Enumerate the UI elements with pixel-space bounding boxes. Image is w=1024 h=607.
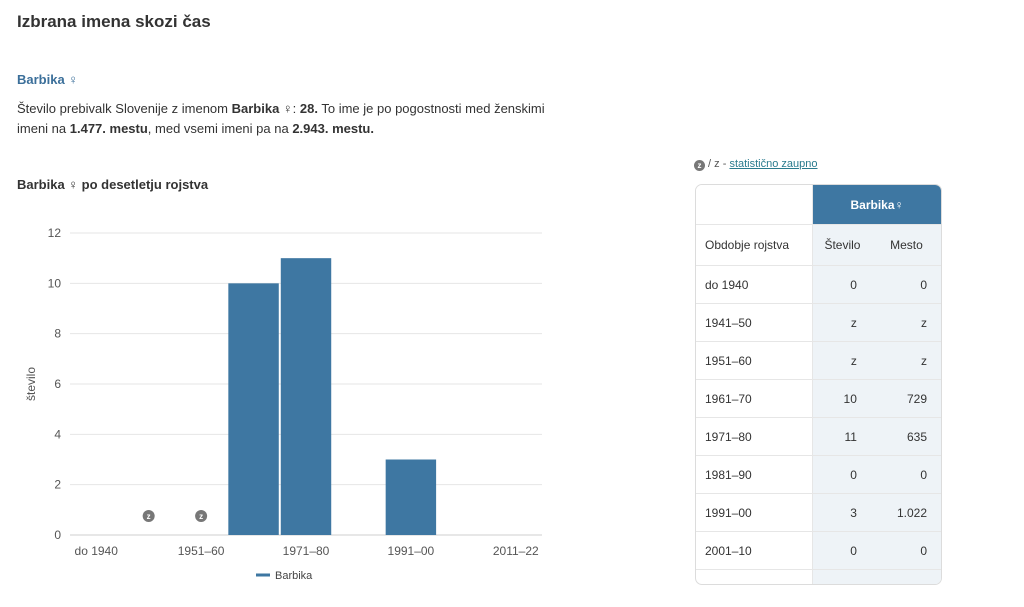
confidential-link[interactable]: statistično zaupno xyxy=(729,158,818,170)
count-cell: 10 xyxy=(812,379,871,418)
y-tick-label: 6 xyxy=(54,377,61,391)
confidential-marker-icon xyxy=(195,510,208,522)
y-axis-label: število xyxy=(24,367,38,401)
data-table-container: Barbika♀ Obdobje rojstva Število Mesto d… xyxy=(695,184,942,585)
table-row: 1971–80 11 635 xyxy=(696,417,941,456)
x-tick-label: 1951–60 xyxy=(178,544,225,558)
data-table: Barbika♀ Obdobje rojstva Število Mesto d… xyxy=(696,185,941,584)
period-cell: 1961–70 xyxy=(696,379,813,418)
rank-cell: 635 xyxy=(870,417,941,456)
count-cell: z xyxy=(812,341,871,380)
y-tick-label: 12 xyxy=(48,226,62,240)
y-tick-label: 8 xyxy=(54,327,61,341)
table-row: 1991–00 3 1.022 xyxy=(696,493,941,532)
page-title: Izbrana imena skozi čas xyxy=(17,12,211,31)
table-row: 1951–60 z z xyxy=(696,341,941,380)
table-name-header: Barbika♀ xyxy=(812,185,941,225)
col-count-header: Število xyxy=(812,224,871,266)
summary-text-4: , med vsemi imeni pa na xyxy=(147,121,293,136)
summary-text-3: To ime je po pogostnosti med ženskimi im… xyxy=(17,101,545,136)
rank-cell: 0 xyxy=(870,531,941,570)
summary-rank-all: 2.943. mestu. xyxy=(292,121,374,136)
legend-note: z / z - statistično zaupno xyxy=(694,158,818,171)
name-summary: Število prebivalk Slovenije z imenom Bar… xyxy=(17,99,577,139)
bar xyxy=(385,459,437,535)
table-row: 1961–70 10 729 xyxy=(696,379,941,418)
count-cell: z xyxy=(812,303,871,342)
count-cell: 0 xyxy=(812,265,871,304)
table-row: 1941–50 z z xyxy=(696,303,941,342)
y-tick-label: 10 xyxy=(48,276,62,290)
count-cell: 0 xyxy=(812,455,871,494)
period-cell: do 1940 xyxy=(696,265,813,304)
count-cell: 0 xyxy=(812,569,871,584)
x-tick-label: 2011–22 xyxy=(493,544,539,558)
bar-chart: 0 2 4 6 8 10 12 število z z do 1940 1951–60 1971–80 1… xyxy=(24,226,542,582)
rank-cell: 729 xyxy=(870,379,941,418)
rank-cell: z xyxy=(870,341,941,380)
rank-cell: 0 xyxy=(870,265,941,304)
bar xyxy=(280,258,332,535)
rank-cell: z xyxy=(870,303,941,342)
table-corner xyxy=(696,185,813,225)
rank-cell: 0 xyxy=(870,569,941,584)
period-cell: 2001–10 xyxy=(696,531,813,570)
y-tick-label: 4 xyxy=(54,427,61,441)
y-tick-label: 0 xyxy=(54,528,61,542)
y-tick-label: 2 xyxy=(54,478,61,492)
summary-text-1: Število prebivalk Slovenije z imenom xyxy=(17,101,232,116)
x-tick-label: 1991–00 xyxy=(388,544,435,558)
col-rank-header: Mesto xyxy=(870,224,941,266)
period-cell: 1991–00 xyxy=(696,493,813,532)
bar xyxy=(228,283,279,535)
period-cell: 1941–50 xyxy=(696,303,813,342)
count-cell: 0 xyxy=(812,531,871,570)
table-row: 2001–10 0 0 xyxy=(696,531,941,570)
rank-cell: 1.022 xyxy=(870,493,941,532)
table-row: do 1940 0 0 xyxy=(696,265,941,304)
rank-cell: 0 xyxy=(870,455,941,494)
confidential-marker-label: z xyxy=(199,512,203,521)
period-cell: 1981–90 xyxy=(696,455,813,494)
col-period-header: Obdobje rojstva xyxy=(696,224,813,266)
name-heading: Barbika ♀ xyxy=(17,72,79,87)
x-tick-label: do 1940 xyxy=(75,544,119,558)
summary-count: 28. xyxy=(299,101,318,116)
x-tick-label: 1971–80 xyxy=(283,544,330,558)
count-cell: 11 xyxy=(812,417,871,456)
period-cell: 2011–22 xyxy=(696,569,813,584)
legend-label: Barbika xyxy=(275,570,313,582)
summary-rank-female: 1.477. mestu xyxy=(69,121,148,136)
count-cell: 3 xyxy=(812,493,871,532)
confidential-badge-icon: z xyxy=(694,160,705,171)
chart-title: Barbika ♀ po desetletju rojstva xyxy=(17,177,209,192)
summary-name: Barbika ♀ xyxy=(231,101,293,116)
summary-text-2: : xyxy=(292,101,300,116)
table-row: 1981–90 0 0 xyxy=(696,455,941,494)
legend-note-text: / z - xyxy=(705,158,730,170)
confidential-marker-label: z xyxy=(147,512,151,521)
period-cell: 1951–60 xyxy=(696,341,813,380)
period-cell: 1971–80 xyxy=(696,417,813,456)
confidential-marker-icon xyxy=(142,510,155,522)
